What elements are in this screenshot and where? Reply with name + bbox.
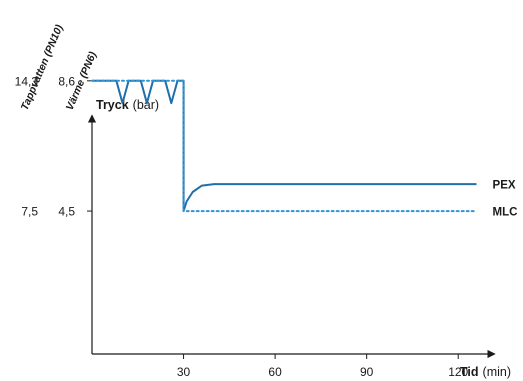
y-axis-title-main: Tryck bbox=[96, 98, 129, 112]
x-tick-label-60: 60 bbox=[268, 365, 282, 379]
series-labels: PEX MLC bbox=[493, 180, 518, 219]
series-layer bbox=[91, 79, 478, 213]
x-axis-title-unit: (min) bbox=[483, 365, 511, 379]
x-tick-label-120: 120 bbox=[448, 365, 468, 379]
y-axis-title-unit: (bar) bbox=[133, 98, 159, 112]
y-tick-label-tappvatten-1: 7,5 bbox=[21, 205, 38, 219]
scale-title-tappvatten: Tappvatten (PN10) bbox=[19, 23, 66, 113]
y-tick-label-varme-0: 8,6 bbox=[58, 74, 75, 88]
y-axis-title: Tryck (bar) bbox=[96, 98, 159, 112]
y-ticks: 14,3 7,5 8,6 4,5 bbox=[15, 74, 92, 219]
x-ticks: 30 60 90 120 bbox=[177, 354, 469, 379]
series-line-mlc bbox=[91, 79, 478, 213]
x-axis-title: Tid (min) bbox=[460, 365, 511, 379]
series-label-pex: PEX bbox=[493, 180, 516, 192]
x-tick-label-90: 90 bbox=[360, 365, 374, 379]
y-tick-label-tappvatten-0: 14,3 bbox=[15, 74, 39, 88]
y-tick-label-varme-1: 4,5 bbox=[58, 205, 75, 219]
series-line-pex bbox=[92, 79, 477, 213]
x-tick-label-30: 30 bbox=[177, 365, 191, 379]
series-label-mlc: MLC bbox=[493, 207, 518, 219]
x-axis-title-main: Tid bbox=[460, 365, 479, 379]
